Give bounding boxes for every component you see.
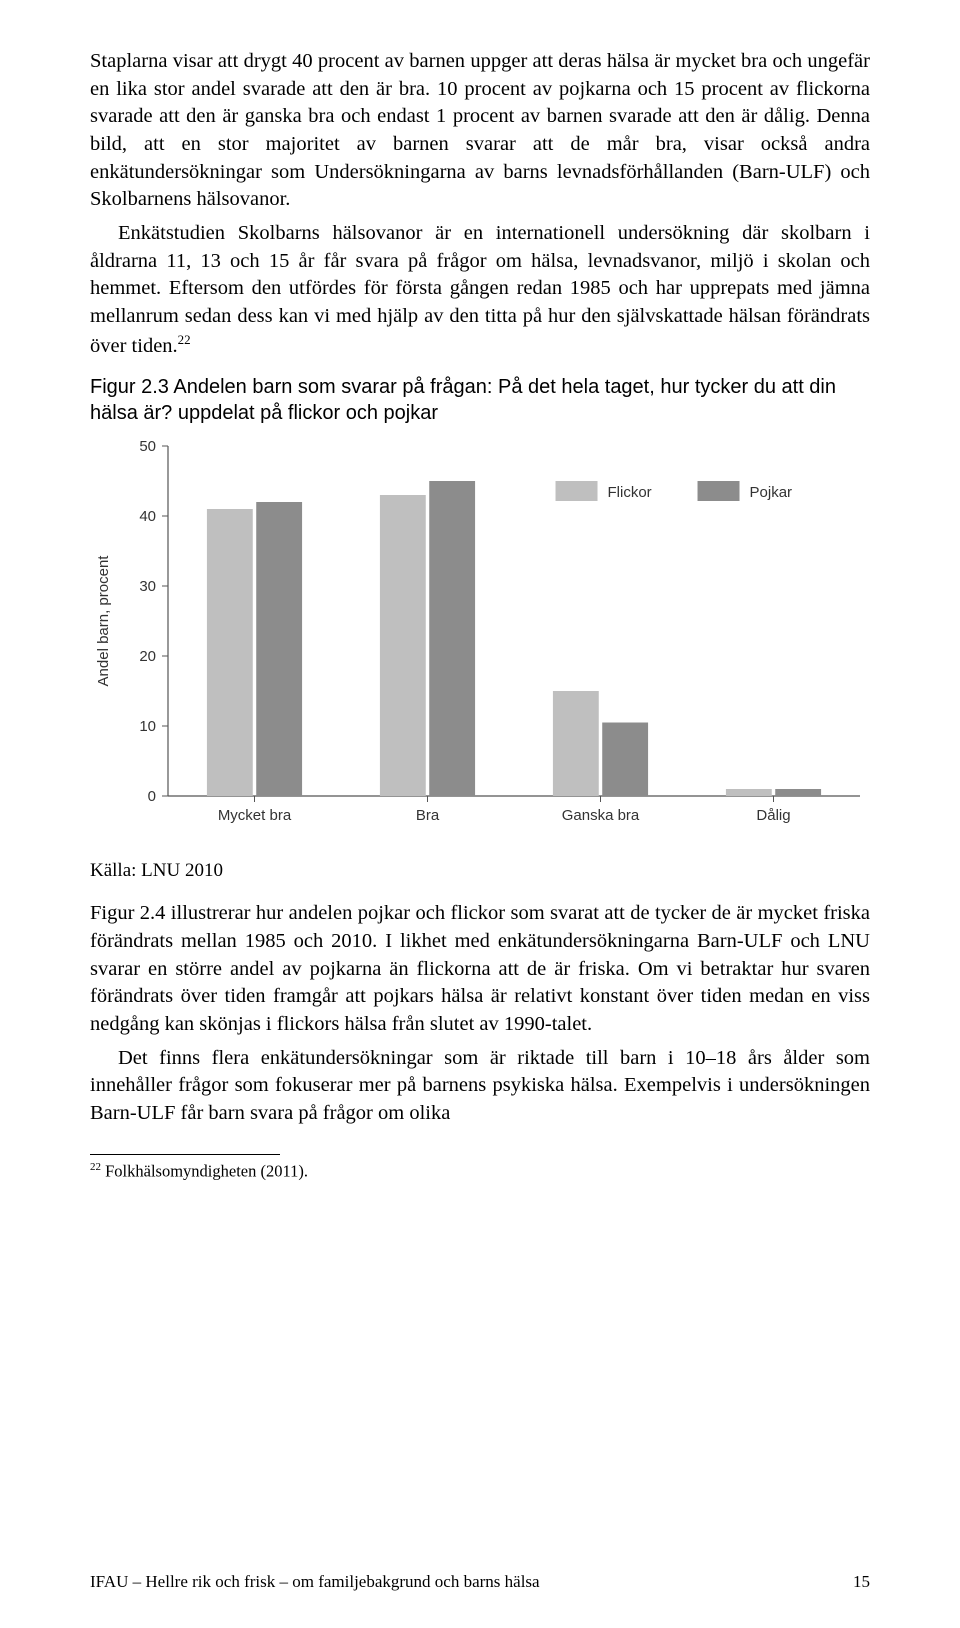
figure-source: Källa: LNU 2010 [90,860,870,882]
paragraph-1: Staplarna visar att drygt 40 procent av … [90,48,870,214]
footnote-text: Folkhälsomyndigheten (2011). [101,1161,308,1180]
svg-text:Dålig: Dålig [756,807,790,824]
footnote-rule [90,1154,280,1155]
footnote-22: 22 Folkhälsomyndigheten (2011). [90,1161,870,1182]
page-footer: IFAU – Hellre rik och frisk – om familje… [90,1572,870,1592]
svg-text:Pojkar: Pojkar [750,484,793,501]
svg-text:40: 40 [139,508,156,525]
svg-text:Andel barn, procent: Andel barn, procent [95,555,112,687]
paragraph-2: Enkätstudien Skolbarns hälsovanor är en … [90,220,870,360]
paragraph-4-text: Det finns flera enkätundersökningar som … [90,1047,870,1124]
svg-text:Bra: Bra [416,807,440,824]
svg-text:20: 20 [139,648,156,665]
svg-text:10: 10 [139,718,156,735]
svg-text:0: 0 [148,788,156,805]
svg-text:Ganska bra: Ganska bra [562,807,640,824]
figure-2-3-caption: Figur 2.3 Andelen barn som svarar på frå… [90,374,870,426]
paragraph-2-text: Enkätstudien Skolbarns hälsovanor är en … [90,222,870,357]
paragraph-4: Det finns flera enkätundersökningar som … [90,1045,870,1128]
footer-left: IFAU – Hellre rik och frisk – om familje… [90,1572,540,1592]
footnote-number: 22 [90,1161,101,1173]
svg-text:Mycket bra: Mycket bra [218,807,292,824]
svg-text:50: 50 [139,438,156,455]
svg-text:30: 30 [139,578,156,595]
footnote-ref-22: 22 [178,332,191,347]
footer-page-number: 15 [853,1572,870,1592]
paragraph-3: Figur 2.4 illustrerar hur andelen pojkar… [90,900,870,1038]
bar-chart-svg: 0 10 20 30 40 50 Andel barn, procent Mycket bra… [90,436,870,856]
figure-2-3-chart: 0 10 20 30 40 50 Andel barn, procent Mycket bra… [90,436,870,856]
svg-text:Flickor: Flickor [608,484,652,501]
